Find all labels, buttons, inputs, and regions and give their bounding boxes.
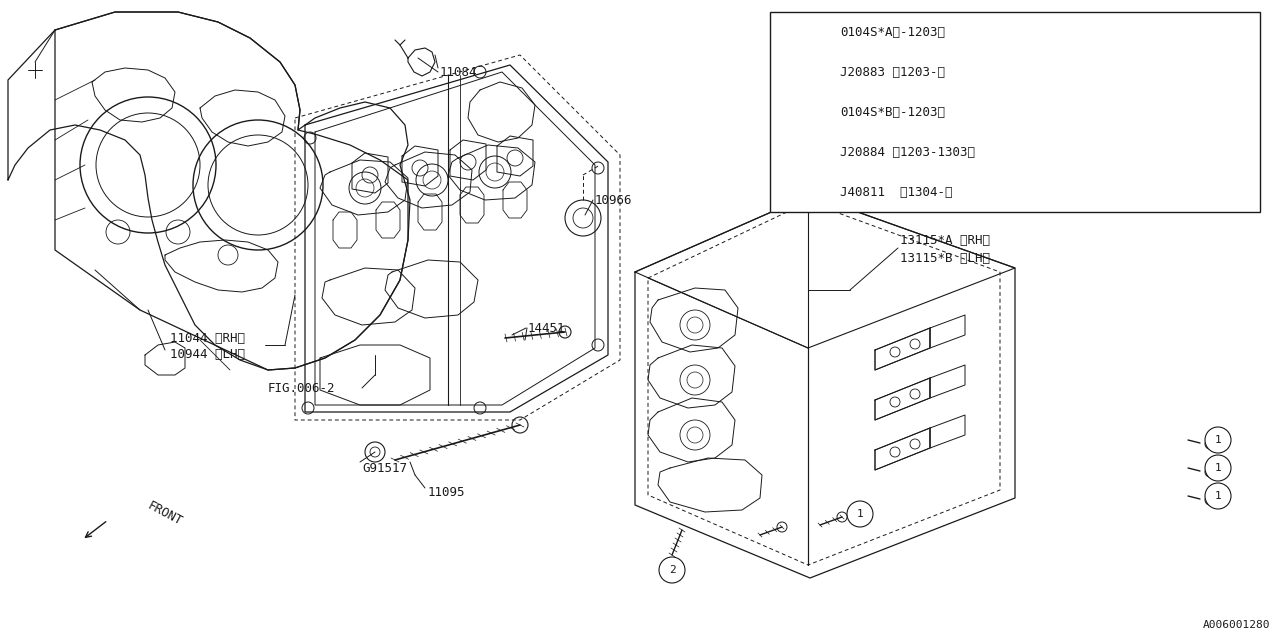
Circle shape [787, 118, 815, 146]
Circle shape [1204, 483, 1231, 509]
Text: 10944 〈LH〉: 10944 〈LH〉 [170, 348, 244, 360]
Circle shape [512, 417, 529, 433]
Text: 1: 1 [1215, 491, 1221, 501]
Text: 11095: 11095 [428, 486, 466, 499]
Circle shape [1204, 455, 1231, 481]
Text: 1: 1 [856, 509, 864, 519]
Text: 13115*A 〈RH〉: 13115*A 〈RH〉 [900, 234, 989, 246]
Text: 1: 1 [797, 45, 805, 58]
Text: J20884 （1203-1303）: J20884 （1203-1303） [840, 145, 975, 159]
Text: 11044 〈RH〉: 11044 〈RH〉 [170, 332, 244, 344]
Text: 1: 1 [1215, 463, 1221, 473]
Circle shape [777, 522, 787, 532]
Text: 10966: 10966 [595, 193, 632, 207]
Circle shape [787, 38, 815, 66]
Text: A006001280: A006001280 [1202, 620, 1270, 630]
Text: 13115*B 〈LH〉: 13115*B 〈LH〉 [900, 252, 989, 264]
Text: J40811  （1304-）: J40811 （1304-） [840, 186, 952, 198]
Circle shape [837, 512, 847, 522]
Circle shape [1204, 467, 1215, 477]
Circle shape [1204, 427, 1231, 453]
Bar [771, 12, 1260, 212]
Circle shape [1204, 495, 1215, 505]
Circle shape [659, 557, 685, 583]
Text: 2: 2 [668, 565, 676, 575]
Text: 2: 2 [797, 125, 805, 138]
Text: J20883 （1203-）: J20883 （1203-） [840, 65, 945, 79]
Text: 14451: 14451 [529, 321, 566, 335]
Circle shape [847, 501, 873, 527]
Text: 11084: 11084 [440, 65, 477, 79]
Text: FRONT: FRONT [145, 499, 184, 529]
Text: FIG.006-2: FIG.006-2 [268, 381, 335, 394]
Text: G91517: G91517 [362, 461, 407, 474]
Text: 1: 1 [1215, 435, 1221, 445]
Text: 0104S*B（-1203）: 0104S*B（-1203） [840, 106, 945, 118]
Circle shape [1204, 439, 1215, 449]
Text: 0104S*A（-1203）: 0104S*A（-1203） [840, 26, 945, 38]
